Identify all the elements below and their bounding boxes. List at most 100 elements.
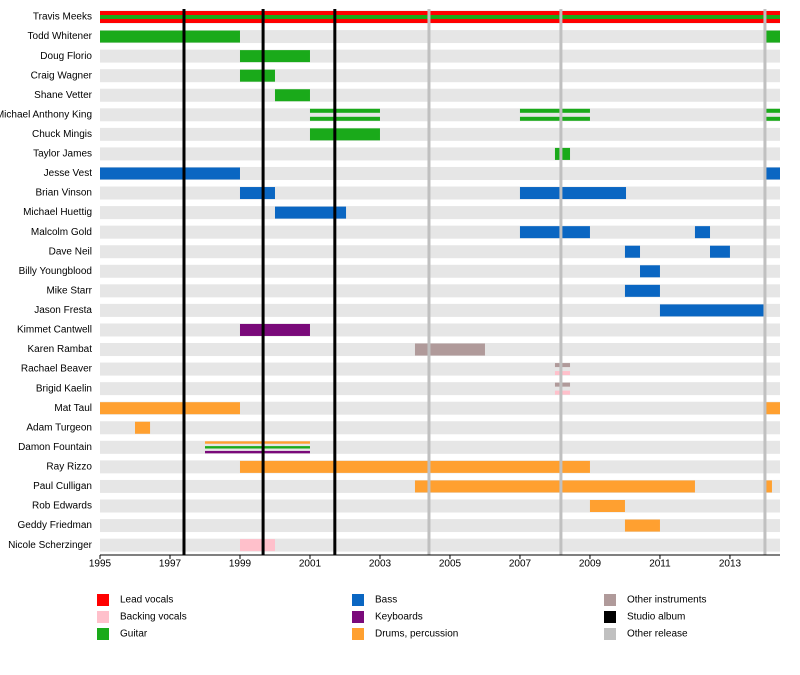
bar-part <box>640 265 660 278</box>
bar-part <box>519 226 590 239</box>
member-name: Dave Neil <box>49 246 92 257</box>
bar-part <box>100 15 780 19</box>
legend-label: Backing vocals <box>120 612 187 623</box>
member-bar <box>100 11 780 23</box>
x-tick-label: 2005 <box>439 559 462 570</box>
bar-part <box>100 167 240 180</box>
bar-part <box>309 116 380 121</box>
member-name: Nicole Scherzinger <box>8 540 93 551</box>
bar-part <box>624 284 660 297</box>
member-name: Taylor James <box>33 149 92 160</box>
member-bar <box>414 343 485 356</box>
x-tick-label: 1997 <box>159 559 182 570</box>
legend-label: Bass <box>375 595 397 606</box>
member-bar <box>239 539 275 552</box>
row-band <box>100 127 780 141</box>
bar-part <box>274 89 310 102</box>
member-bar <box>659 304 765 317</box>
member-bar <box>764 108 780 121</box>
row-band <box>100 421 780 435</box>
bar-part <box>239 50 310 63</box>
member-bar <box>239 187 275 200</box>
bar-part <box>694 226 711 239</box>
legend-swatch <box>352 628 364 640</box>
row-band <box>100 186 780 200</box>
member-name: Karen Rambat <box>28 344 93 355</box>
x-tick-label: 2011 <box>649 559 671 570</box>
x-tick-label: 2009 <box>579 559 602 570</box>
member-bar <box>640 265 660 278</box>
row-band <box>100 303 780 317</box>
legend-label: Drums, percussion <box>375 629 458 640</box>
member-bar <box>519 226 590 239</box>
member-bar <box>624 284 660 297</box>
member-name: Shane Vetter <box>34 90 92 101</box>
member-name: Mat Taul <box>54 403 92 414</box>
legend-label: Other instruments <box>627 595 706 606</box>
bar-part <box>519 187 627 200</box>
bar-part <box>239 323 310 336</box>
member-bar <box>309 128 380 141</box>
bar-part <box>239 187 275 200</box>
bar-part <box>414 480 695 493</box>
row-band <box>100 166 780 180</box>
row-band <box>100 108 780 122</box>
row-band <box>100 88 780 102</box>
member-bar <box>554 382 571 395</box>
member-name: Jesse Vest <box>44 168 93 179</box>
bar-part <box>764 116 780 121</box>
bar-part <box>239 539 275 552</box>
bar-part <box>764 480 772 493</box>
member-bar <box>309 108 380 121</box>
row-band <box>100 30 780 44</box>
legend-swatch <box>604 594 616 606</box>
member-name: Chuck Mingis <box>32 129 92 140</box>
member-name: Todd Whitener <box>28 31 93 42</box>
legend-swatch <box>352 594 364 606</box>
member-name: Damon Fountain <box>18 442 92 453</box>
bar-part <box>554 363 571 368</box>
member-name: Kimmet Cantwell <box>17 325 92 336</box>
bar-part <box>204 446 310 449</box>
row-band <box>100 264 780 278</box>
member-name: Michael Anthony King <box>0 109 92 120</box>
legend-swatch <box>97 594 109 606</box>
bar-part <box>239 460 590 473</box>
row-band <box>100 538 780 552</box>
bar-part <box>134 421 151 434</box>
legend-label: Other release <box>627 629 688 640</box>
member-bar <box>274 89 310 102</box>
bar-part <box>519 116 590 121</box>
bar-part <box>100 30 240 43</box>
member-bar <box>764 167 780 180</box>
legend-swatch <box>97 611 109 623</box>
x-tick-label: 2007 <box>509 559 532 570</box>
member-bar <box>764 480 772 493</box>
member-bar <box>100 402 240 415</box>
member-name: Paul Culligan <box>33 481 92 492</box>
legend-swatch <box>352 611 364 623</box>
member-name: Craig Wagner <box>31 70 93 81</box>
member-bar <box>624 245 641 258</box>
member-bar <box>100 167 240 180</box>
member-name: Rachael Beaver <box>21 364 93 375</box>
bar-part <box>624 245 641 258</box>
row-band <box>100 440 780 454</box>
row-band <box>100 206 780 220</box>
member-bar <box>764 402 780 415</box>
bar-part <box>274 206 347 219</box>
member-name: Geddy Friedman <box>18 520 92 531</box>
member-bar <box>239 50 310 63</box>
legend-label: Guitar <box>120 629 148 640</box>
member-name: Michael Huettig <box>23 207 92 218</box>
x-tick-label: 1999 <box>229 559 252 570</box>
x-tick-label: 2001 <box>299 559 322 570</box>
bar-part <box>659 304 765 317</box>
member-bar <box>589 500 625 512</box>
legend-swatch <box>604 628 616 640</box>
member-name: Malcolm Gold <box>31 227 92 238</box>
bar-part <box>764 30 780 43</box>
bar-part <box>554 371 571 376</box>
bar-part <box>764 108 780 113</box>
legend-swatch <box>97 628 109 640</box>
